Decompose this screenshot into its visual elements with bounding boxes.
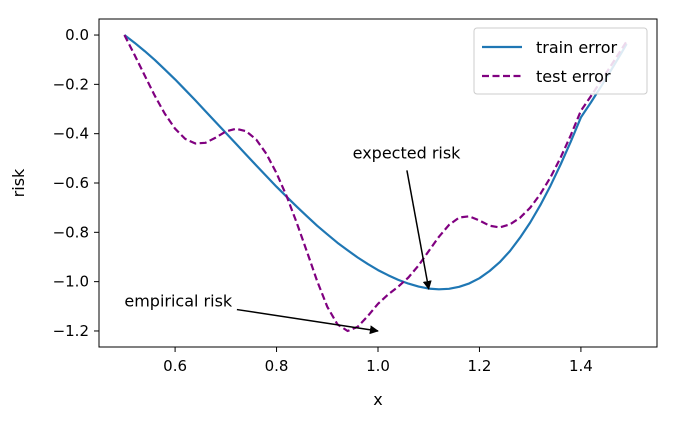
x-tick-label: 1.2 <box>468 357 492 375</box>
series-layer <box>123 34 628 333</box>
x-tick-label: 0.6 <box>163 357 187 375</box>
legend-label-test-error: test error <box>536 67 611 86</box>
y-tick-label: −0.8 <box>53 223 89 241</box>
annotations-layer: expected risk empirical risk <box>124 143 462 335</box>
legend-box <box>473 27 648 95</box>
annotation-arrow-empirical-risk <box>236 308 379 335</box>
x-tick-label: 0.8 <box>265 357 289 375</box>
y-tick-label: −0.6 <box>53 174 89 192</box>
annotation-arrow-expected-risk <box>406 170 432 290</box>
x-tick-label: 1.0 <box>366 357 390 375</box>
x-axis-label: x <box>373 390 382 409</box>
y-tick-label: 0.0 <box>65 26 89 44</box>
series-line-train-error <box>123 34 628 291</box>
y-axis-label: risk <box>9 168 28 197</box>
y-tick-label: −1.2 <box>53 322 89 340</box>
annotation-empirical-risk: empirical risk <box>124 291 233 310</box>
annotation-expected-risk: expected risk <box>353 143 462 162</box>
series-line-test-error <box>123 34 628 333</box>
y-tick-label: −0.4 <box>53 125 89 143</box>
ticks-layer: 0.6 0.8 1.0 1.2 1.4 0.0 −0.2 −0.4 −0.6 −0.8 −1.0 −1… <box>53 26 593 375</box>
y-tick-label: −0.2 <box>53 75 89 93</box>
y-tick-label: −1.0 <box>53 273 89 291</box>
x-tick-label: 1.4 <box>569 357 593 375</box>
legend: train error test error <box>473 27 648 95</box>
legend-label-train-error: train error <box>536 38 617 57</box>
